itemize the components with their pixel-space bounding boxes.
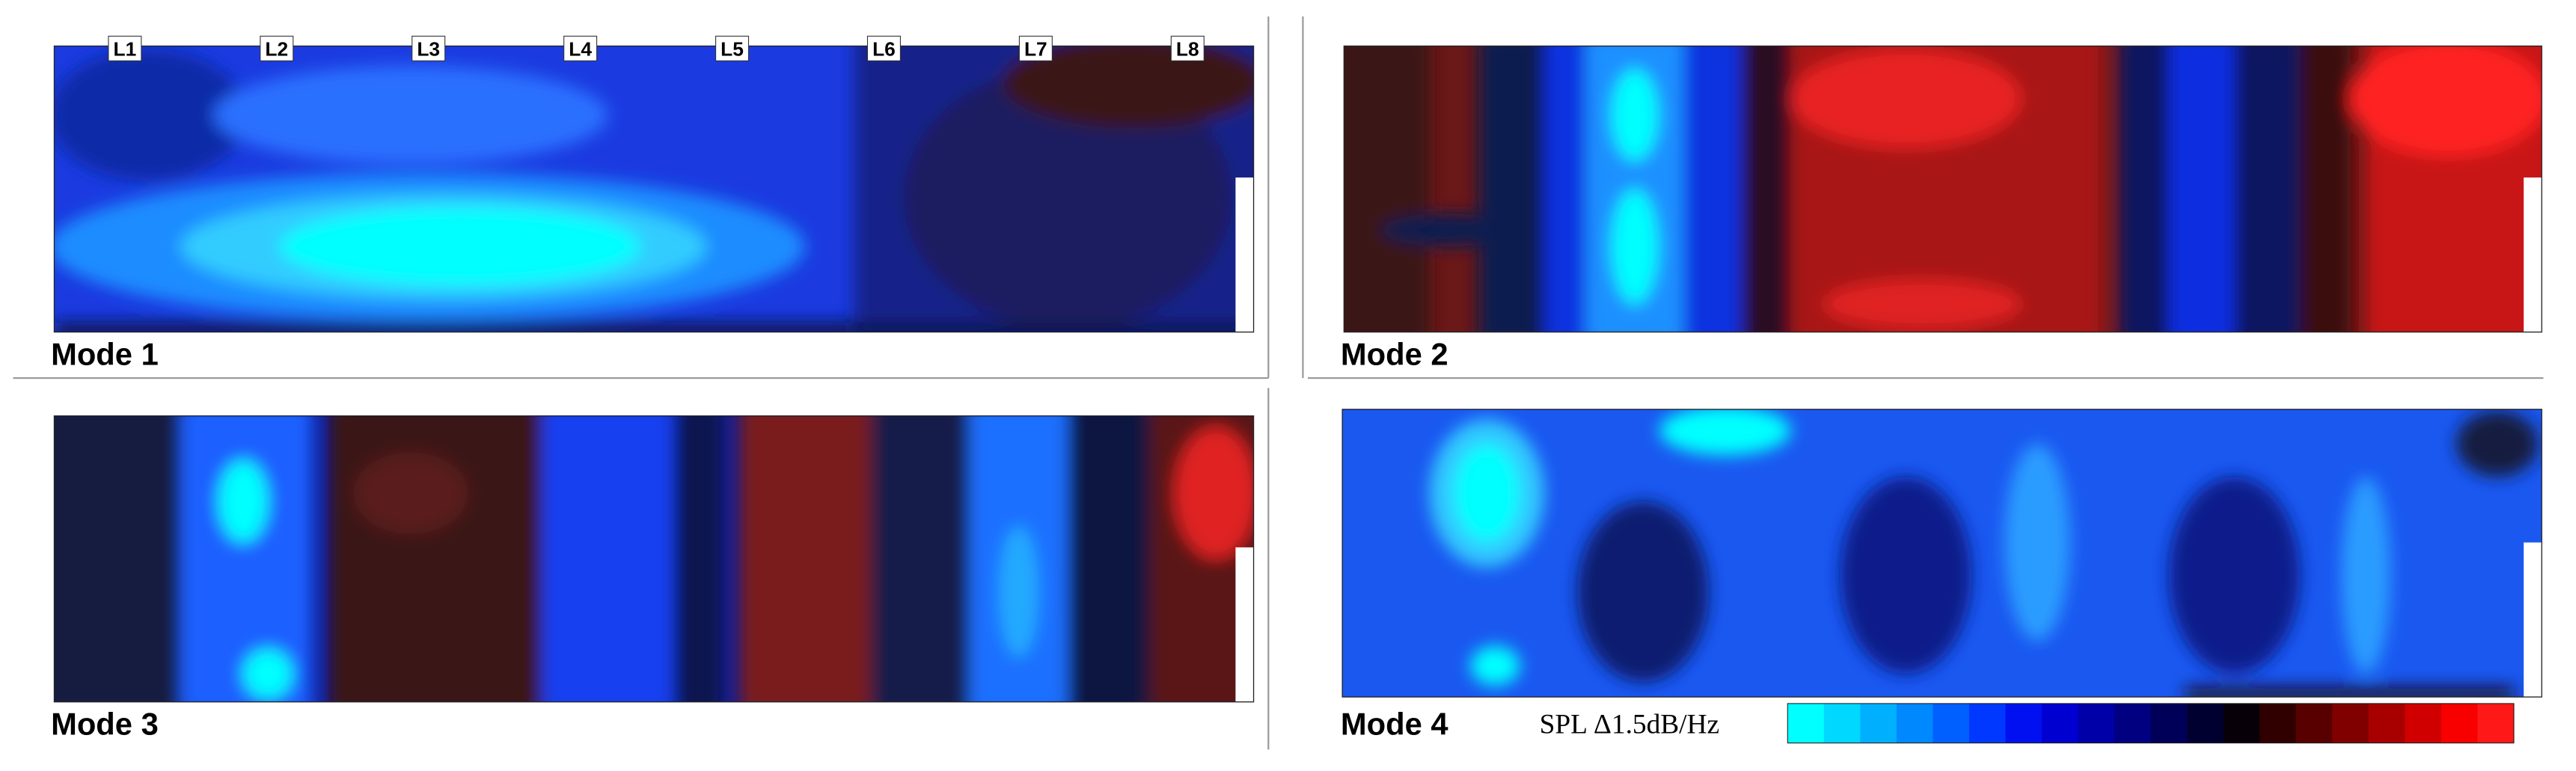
- colorbar-swatch: [2260, 703, 2297, 743]
- probe-label: L4: [569, 38, 592, 61]
- colorbar-swatch: [2150, 703, 2188, 743]
- probe-label: L3: [417, 38, 440, 61]
- colorbar-swatch: [1933, 703, 1970, 743]
- colorbar: [1787, 703, 2515, 744]
- figure-body: Mode 1 Mode 2 Mode 3 Mode 4 SPL Δ1.5dB/H…: [13, 16, 2544, 750]
- colorbar-swatch: [2114, 703, 2152, 743]
- panel-label: Mode 4: [1341, 707, 1448, 742]
- colorbar-swatch: [2441, 703, 2479, 743]
- colorbar-swatch: [2368, 703, 2405, 743]
- colorbar-swatch: [2005, 703, 2043, 743]
- panel-label: Mode 2: [1341, 337, 1448, 372]
- probe-label: L6: [872, 38, 896, 61]
- panel-dividers: [13, 16, 2544, 750]
- probe-box: [260, 35, 294, 61]
- colorbar-label: SPL Δ1.5dB/Hz: [1540, 709, 1719, 740]
- contour-plot: [54, 415, 1254, 702]
- colorbar-swatch: [1787, 703, 1825, 743]
- probe-box: [108, 35, 142, 61]
- probe-box: [866, 35, 901, 61]
- contour-plot: [1344, 46, 2542, 332]
- colorbar-frame: [1787, 703, 2515, 744]
- colorbar-swatch: [1896, 703, 1934, 743]
- colorbar-swatch: [1823, 703, 1861, 743]
- probe-label: L8: [1176, 38, 1199, 61]
- colorbar-swatch: [1968, 703, 2007, 743]
- panel-label: Mode 1: [51, 337, 159, 372]
- probe-box: [563, 35, 598, 61]
- colorbar-swatch: [2187, 703, 2224, 743]
- probe-label: L2: [265, 38, 288, 61]
- probe-box: [1018, 35, 1053, 61]
- probe-box: [412, 35, 446, 61]
- colorbar-swatch: [2223, 703, 2260, 743]
- colorbar-swatch: [2405, 703, 2442, 743]
- colorbar-swatch: [2332, 703, 2370, 743]
- probe-label: L1: [114, 38, 137, 61]
- contour-plot: [1342, 409, 2542, 698]
- colorbar-swatch: [2477, 703, 2515, 743]
- probe-labels: L1 L2 L3 L4 L5 L6 L7 L8: [108, 35, 1205, 61]
- colorbar-swatch: [2295, 703, 2333, 743]
- probe-label: L5: [721, 38, 744, 61]
- colorbar-swatch: [2041, 703, 2079, 743]
- probe-box: [1170, 35, 1205, 61]
- panel-label: Mode 3: [51, 707, 159, 742]
- probe-label: L7: [1024, 38, 1047, 61]
- colorbar-swatch: [1860, 703, 1897, 743]
- probe-box: [715, 35, 750, 61]
- contour-plot: [54, 46, 1254, 332]
- colorbar-swatch: [2078, 703, 2115, 743]
